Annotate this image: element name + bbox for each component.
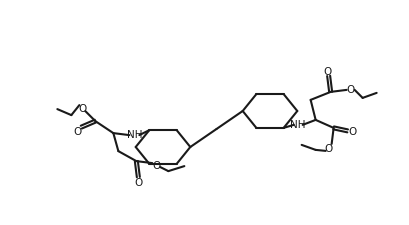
Text: NH: NH bbox=[126, 130, 142, 140]
Text: O: O bbox=[323, 67, 331, 76]
Text: O: O bbox=[134, 177, 142, 187]
Text: O: O bbox=[152, 160, 160, 170]
Text: O: O bbox=[78, 104, 86, 114]
Text: O: O bbox=[324, 143, 332, 153]
Text: O: O bbox=[346, 85, 354, 94]
Text: O: O bbox=[73, 126, 81, 137]
Text: O: O bbox=[348, 126, 356, 136]
Text: NH: NH bbox=[289, 119, 305, 129]
